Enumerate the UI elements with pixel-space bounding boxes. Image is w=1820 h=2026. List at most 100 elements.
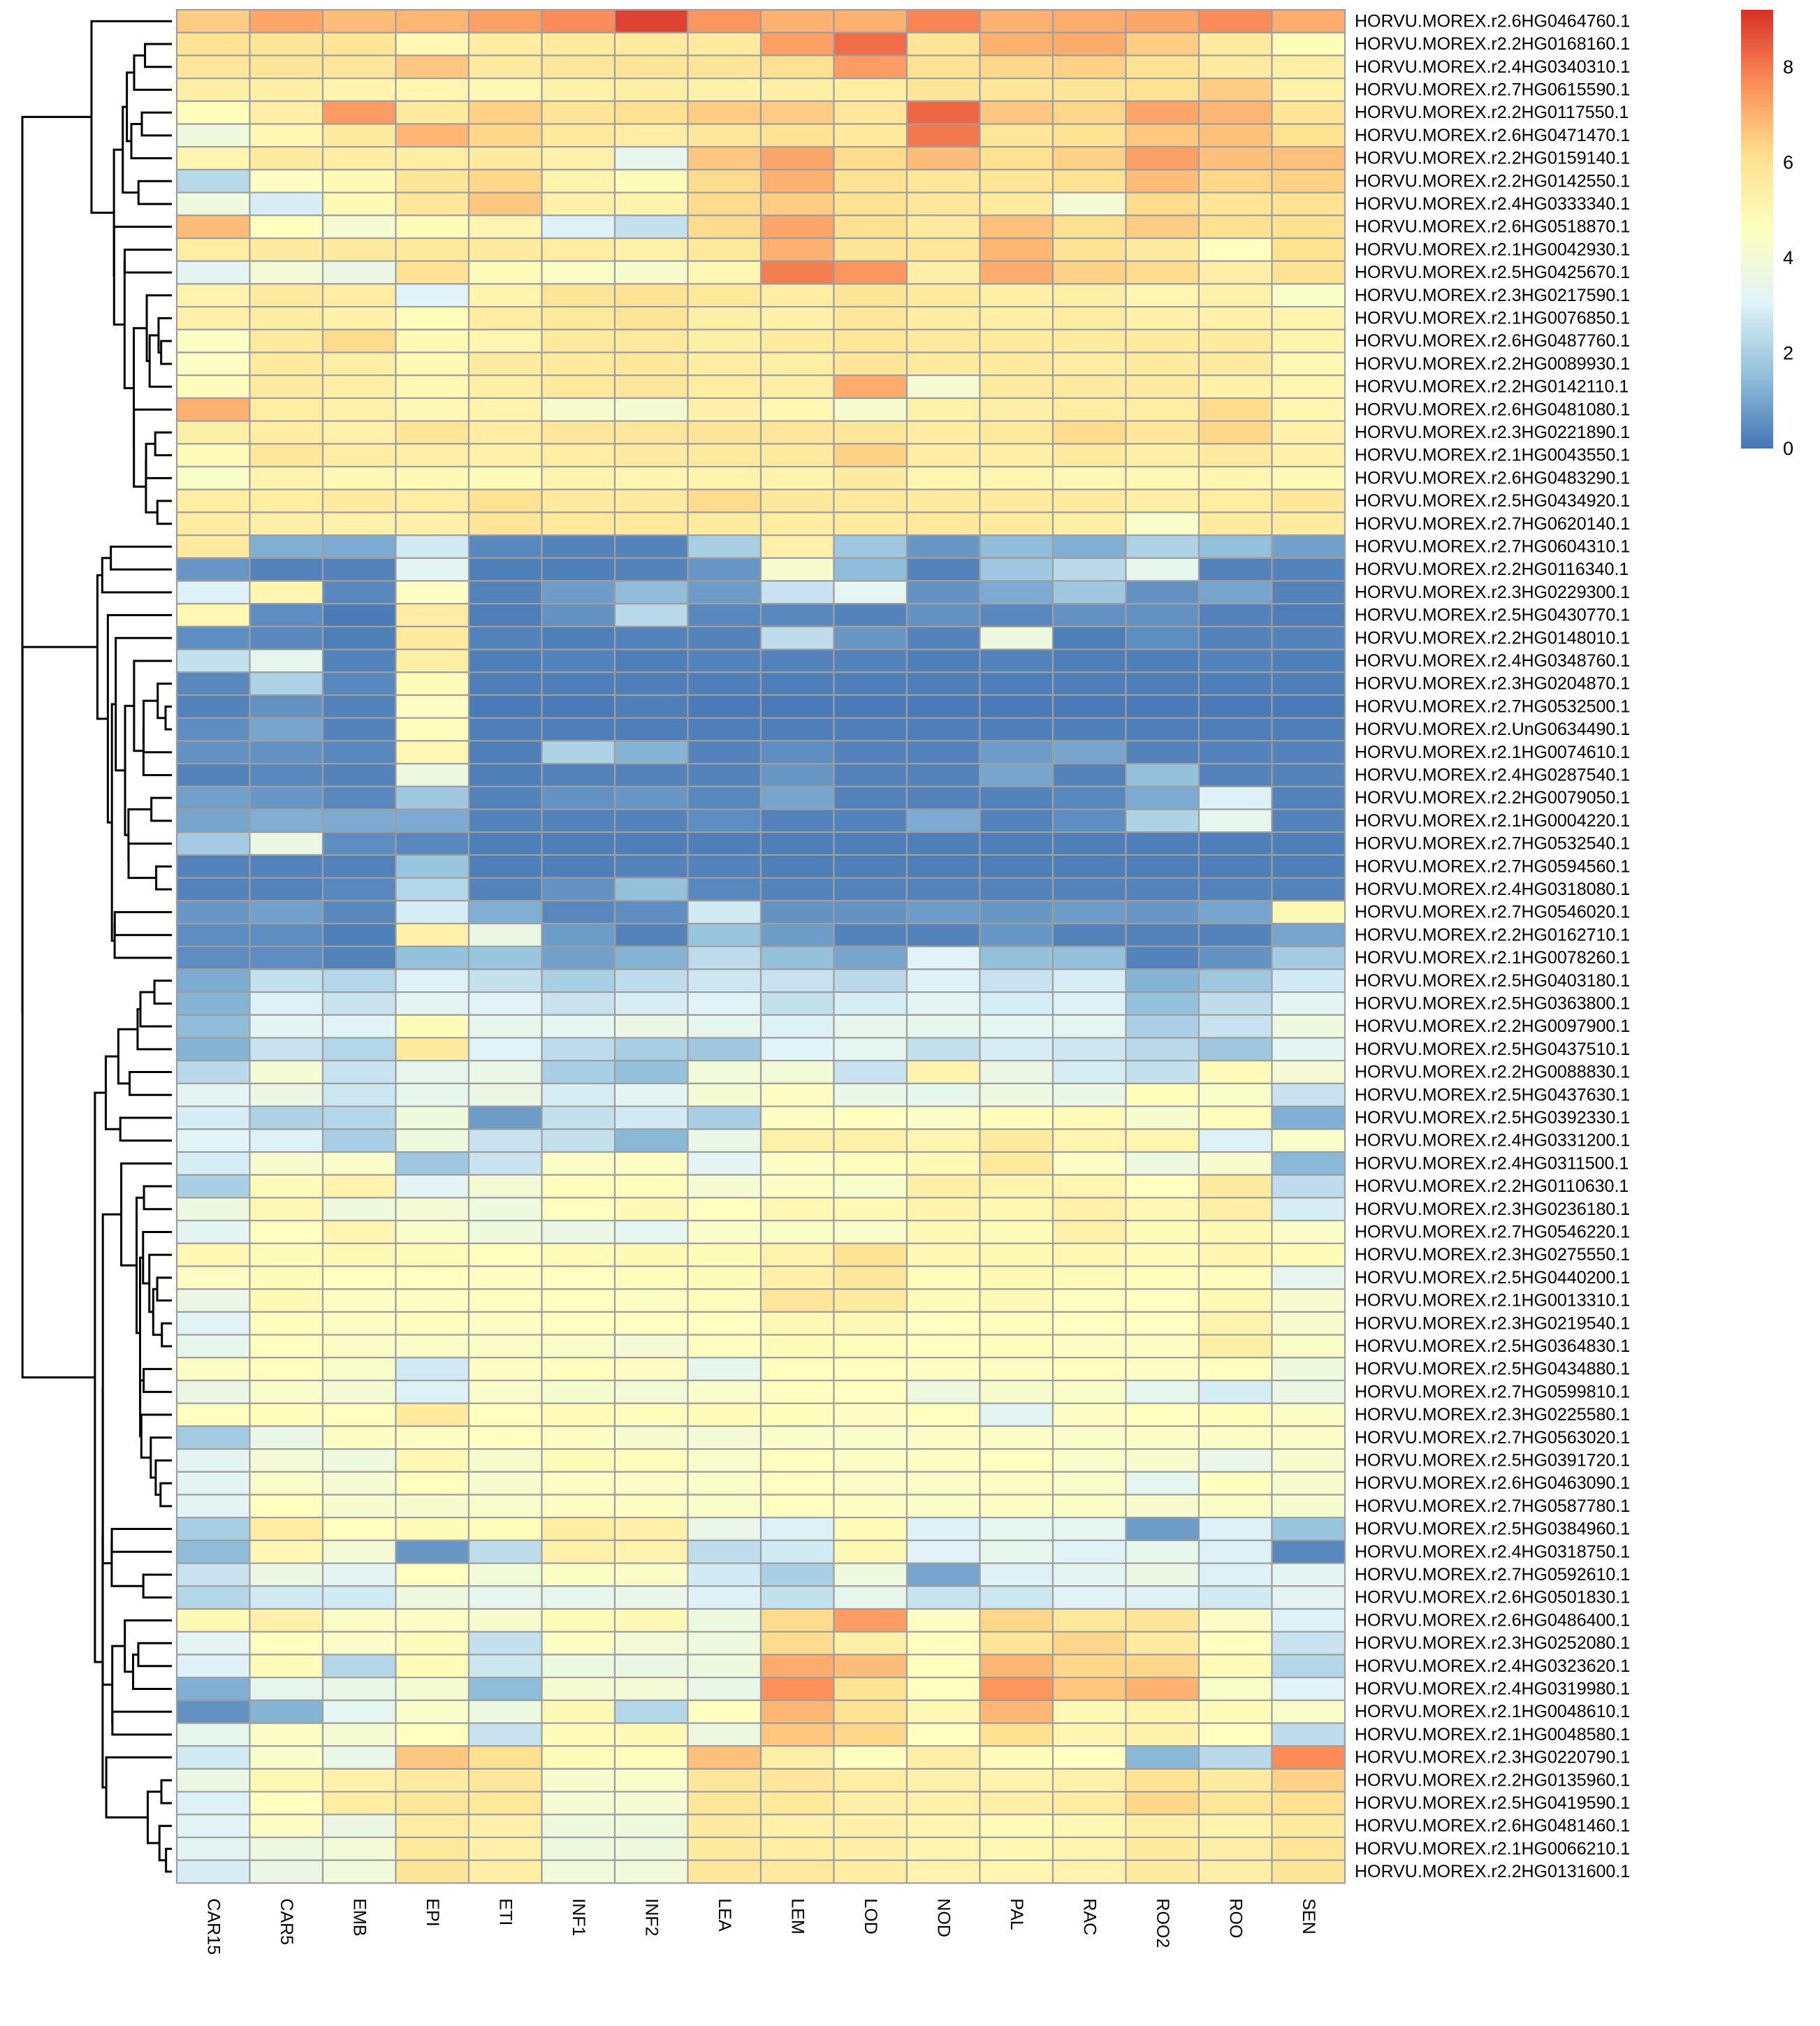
row-label: HORVU.MOREX.r2.1HG0042930.1 bbox=[1355, 240, 1630, 259]
dendrogram-branch bbox=[112, 226, 172, 326]
column-label: ROO2 bbox=[1153, 1898, 1172, 1948]
heatmap-cell bbox=[1051, 740, 1127, 765]
heatmap-cell bbox=[1271, 511, 1346, 537]
heatmap-cell bbox=[175, 1037, 251, 1062]
heatmap-cell bbox=[1125, 854, 1200, 879]
heatmap-cell bbox=[833, 397, 908, 422]
heatmap-cell bbox=[1051, 1631, 1127, 1656]
heatmap-cell bbox=[905, 740, 981, 765]
heatmap-cell bbox=[833, 488, 908, 513]
heatmap-cell bbox=[833, 1037, 908, 1062]
heatmap-cell bbox=[467, 374, 543, 400]
heatmap-cell bbox=[1271, 1494, 1346, 1519]
heatmap-cell bbox=[979, 488, 1054, 513]
heatmap-cell bbox=[687, 762, 762, 787]
heatmap-cell bbox=[687, 465, 762, 490]
heatmap-cell bbox=[395, 1242, 470, 1267]
row-label: HORVU.MOREX.r2.5HG0384960.1 bbox=[1355, 1520, 1630, 1539]
heatmap-cell bbox=[687, 1219, 762, 1244]
heatmap-cell bbox=[613, 1585, 689, 1610]
heatmap-cell bbox=[321, 877, 397, 902]
heatmap-cell bbox=[395, 831, 470, 856]
heatmap-cell bbox=[467, 1722, 543, 1747]
heatmap-cell bbox=[541, 306, 616, 330]
row-label: HORVU.MOREX.r2.2HG0089930.1 bbox=[1355, 354, 1630, 374]
heatmap-cell bbox=[467, 694, 543, 719]
heatmap-cell bbox=[1197, 1699, 1273, 1724]
heatmap-cell bbox=[175, 488, 251, 513]
heatmap-cell bbox=[979, 1608, 1054, 1633]
dendrogram-branch bbox=[143, 1185, 172, 1211]
heatmap-cell bbox=[467, 534, 543, 559]
heatmap-cell bbox=[467, 1288, 543, 1313]
heatmap-cell bbox=[833, 1517, 908, 1541]
dendrogram-branch bbox=[142, 1230, 172, 1285]
heatmap-cell bbox=[467, 1128, 543, 1153]
heatmap-cell bbox=[687, 260, 762, 285]
heatmap-cell bbox=[395, 420, 470, 445]
heatmap-cell bbox=[613, 1425, 689, 1450]
heatmap-cell bbox=[395, 306, 470, 330]
heatmap-cell bbox=[905, 351, 981, 377]
heatmap-cell bbox=[321, 625, 397, 650]
heatmap-cell bbox=[541, 671, 616, 697]
heatmap-cell bbox=[833, 191, 908, 217]
heatmap-cell bbox=[1197, 580, 1273, 605]
row-label: HORVU.MOREX.r2.7HG0599810.1 bbox=[1355, 1382, 1630, 1401]
heatmap-cell bbox=[1197, 1859, 1273, 1884]
row-label: HORVU.MOREX.r2.2HG0097900.1 bbox=[1355, 1016, 1630, 1036]
heatmap-cell bbox=[1051, 1265, 1127, 1290]
heatmap-cell bbox=[175, 877, 251, 902]
heatmap-cell bbox=[249, 1379, 324, 1404]
dendrogram-branch bbox=[101, 557, 172, 594]
heatmap-cell bbox=[541, 785, 616, 810]
heatmap-cell bbox=[395, 1425, 470, 1450]
heatmap-cell bbox=[1197, 328, 1273, 354]
row-label: HORVU.MOREX.r2.2HG0117550.1 bbox=[1355, 103, 1629, 122]
heatmap-cell bbox=[833, 237, 908, 262]
heatmap-cell bbox=[905, 968, 981, 993]
heatmap-cell bbox=[321, 1471, 397, 1496]
heatmap-cell bbox=[1051, 191, 1127, 217]
heatmap-cell bbox=[395, 1265, 470, 1290]
heatmap-cell bbox=[467, 1814, 543, 1839]
column-label: CAR5 bbox=[277, 1898, 296, 1945]
heatmap-cell bbox=[395, 1037, 470, 1062]
heatmap-cell bbox=[1271, 1791, 1346, 1816]
heatmap-cell bbox=[613, 1768, 689, 1793]
heatmap-cell bbox=[249, 1060, 324, 1084]
heatmap-cell bbox=[395, 671, 470, 697]
heatmap-cell bbox=[1051, 785, 1127, 810]
heatmap-cell bbox=[1271, 1014, 1346, 1039]
heatmap-cell bbox=[905, 1128, 981, 1153]
heatmap-cell bbox=[321, 1357, 397, 1382]
heatmap-cell bbox=[687, 1402, 762, 1427]
dendrogram-branch bbox=[140, 1413, 172, 1459]
heatmap-cell bbox=[395, 443, 470, 468]
heatmap-cell bbox=[979, 1037, 1054, 1062]
heatmap-cell bbox=[467, 420, 543, 445]
row-label: HORVU.MOREX.r2.5HG0363800.1 bbox=[1355, 993, 1630, 1013]
heatmap-cell bbox=[1051, 854, 1127, 879]
heatmap-cell bbox=[1271, 900, 1346, 925]
heatmap-cell bbox=[467, 900, 543, 925]
heatmap-cell bbox=[395, 625, 470, 650]
heatmap-cell bbox=[687, 420, 762, 445]
heatmap-cell bbox=[395, 1174, 470, 1199]
heatmap-cell bbox=[467, 557, 543, 582]
heatmap-cell bbox=[1125, 511, 1200, 537]
heatmap-cell bbox=[1125, 831, 1200, 856]
heatmap-cell bbox=[541, 1402, 616, 1427]
row-label: HORVU.MOREX.r2.3HG0236180.1 bbox=[1355, 1200, 1630, 1219]
heatmap-cell bbox=[175, 1082, 251, 1107]
heatmap-cell bbox=[759, 625, 835, 650]
heatmap-cell bbox=[687, 671, 762, 697]
heatmap-cell bbox=[467, 1859, 543, 1884]
heatmap-cell bbox=[833, 1631, 908, 1656]
heatmap-cell bbox=[687, 1814, 762, 1839]
heatmap-cell bbox=[1197, 534, 1273, 559]
heatmap-cell bbox=[905, 580, 981, 605]
heatmap-cell bbox=[249, 54, 324, 80]
heatmap-cell bbox=[395, 922, 470, 947]
heatmap-cell bbox=[833, 534, 908, 559]
